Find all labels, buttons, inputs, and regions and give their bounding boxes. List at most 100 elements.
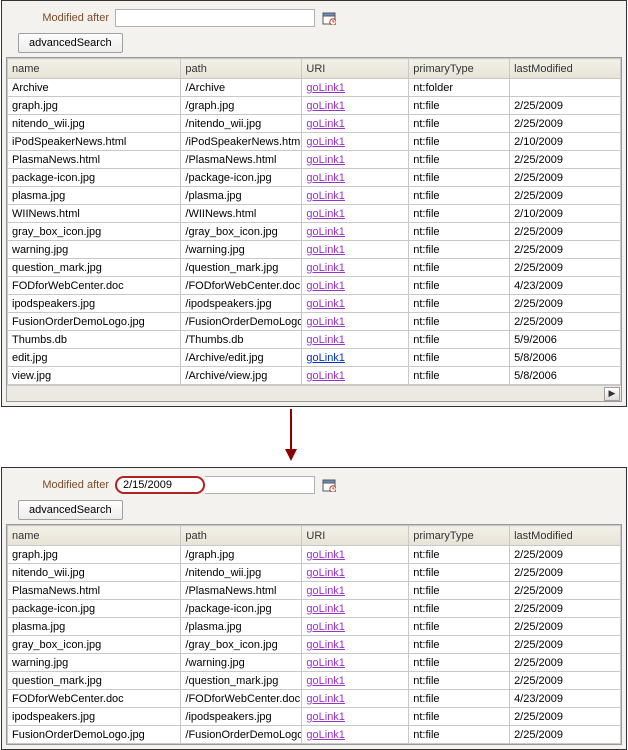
col-lastmodified[interactable]: lastModified bbox=[510, 526, 621, 546]
uri-link[interactable]: goLink1 bbox=[306, 639, 345, 651]
uri-link[interactable]: goLink1 bbox=[306, 567, 345, 579]
cell-primarytype: nt:file bbox=[409, 115, 510, 133]
col-name[interactable]: name bbox=[8, 526, 181, 546]
cell-primarytype: nt:file bbox=[409, 654, 510, 672]
uri-link[interactable]: goLink1 bbox=[306, 298, 345, 310]
col-uri[interactable]: URI bbox=[302, 59, 409, 79]
table-row[interactable]: FusionOrderDemoLogo.jpg/FusionOrderDemoL… bbox=[8, 313, 621, 331]
uri-link[interactable]: goLink1 bbox=[306, 154, 345, 166]
advanced-search-button[interactable]: advancedSearch bbox=[18, 500, 123, 520]
cell-primarytype: nt:file bbox=[409, 708, 510, 726]
cell-name: nitendo_wii.jpg bbox=[8, 564, 181, 582]
table-row[interactable]: graph.jpg/graph.jpggoLink1nt:file2/25/20… bbox=[8, 97, 621, 115]
cell-name: warning.jpg bbox=[8, 241, 181, 259]
cell-uri: goLink1 bbox=[302, 187, 409, 205]
uri-link[interactable]: goLink1 bbox=[306, 136, 345, 148]
uri-link[interactable]: goLink1 bbox=[306, 280, 345, 292]
table-header-row: name path URI primaryType lastModified bbox=[8, 526, 621, 546]
col-uri[interactable]: URI bbox=[302, 526, 409, 546]
col-primarytype[interactable]: primaryType bbox=[409, 526, 510, 546]
table-row[interactable]: WIINews.html/WIINews.htmlgoLink1nt:file2… bbox=[8, 205, 621, 223]
table-row[interactable]: graph.jpg/graph.jpggoLink1nt:file2/25/20… bbox=[8, 546, 621, 564]
table-row[interactable]: FusionOrderDemoLogo.jpg/FusionOrderDemoL… bbox=[8, 726, 621, 744]
cell-uri: goLink1 bbox=[302, 331, 409, 349]
uri-link[interactable]: goLink1 bbox=[306, 244, 345, 256]
cell-uri: goLink1 bbox=[302, 654, 409, 672]
modified-after-input[interactable] bbox=[115, 9, 315, 27]
calendar-icon[interactable] bbox=[321, 10, 337, 26]
cell-primarytype: nt:file bbox=[409, 546, 510, 564]
uri-link[interactable]: goLink1 bbox=[306, 549, 345, 561]
table-row[interactable]: package-icon.jpg/package-icon.jpggoLink1… bbox=[8, 169, 621, 187]
cell-uri: goLink1 bbox=[302, 313, 409, 331]
cell-primarytype: nt:file bbox=[409, 349, 510, 367]
table-row[interactable]: edit.jpg/Archive/edit.jpggoLink1nt:file5… bbox=[8, 349, 621, 367]
cell-path: /WIINews.html bbox=[181, 205, 302, 223]
cell-name: FusionOrderDemoLogo.jpg bbox=[8, 313, 181, 331]
table-row[interactable]: nitendo_wii.jpg/nitendo_wii.jpggoLink1nt… bbox=[8, 115, 621, 133]
uri-link[interactable]: goLink1 bbox=[306, 316, 345, 328]
col-lastmodified[interactable]: lastModified bbox=[510, 59, 621, 79]
col-path[interactable]: path bbox=[181, 59, 302, 79]
cell-path: /FusionOrderDemoLogo.jpg bbox=[181, 313, 302, 331]
table-row[interactable]: question_mark.jpg/question_mark.jpggoLin… bbox=[8, 672, 621, 690]
cell-uri: goLink1 bbox=[302, 295, 409, 313]
cell-primarytype: nt:file bbox=[409, 277, 510, 295]
scroll-right-icon[interactable]: ▶ bbox=[604, 387, 620, 401]
cell-path: /warning.jpg bbox=[181, 241, 302, 259]
uri-link[interactable]: goLink1 bbox=[306, 621, 345, 633]
table-row[interactable]: question_mark.jpg/question_mark.jpggoLin… bbox=[8, 259, 621, 277]
uri-link[interactable]: goLink1 bbox=[306, 352, 345, 364]
horizontal-scrollbar[interactable]: ▶ bbox=[7, 385, 621, 401]
table-row[interactable]: Archive/ArchivegoLink1nt:folder bbox=[8, 79, 621, 97]
uri-link[interactable]: goLink1 bbox=[306, 118, 345, 130]
uri-link[interactable]: goLink1 bbox=[306, 585, 345, 597]
cell-lastmodified: 2/25/2009 bbox=[510, 97, 621, 115]
uri-link[interactable]: goLink1 bbox=[306, 262, 345, 274]
table-row[interactable]: iPodSpeakerNews.html/iPodSpeakerNews.htm… bbox=[8, 133, 621, 151]
table-row[interactable]: view.jpg/Archive/view.jpggoLink1nt:file5… bbox=[8, 367, 621, 385]
filter-row: Modified after bbox=[6, 5, 622, 31]
table-row[interactable]: gray_box_icon.jpg/gray_box_icon.jpggoLin… bbox=[8, 636, 621, 654]
table-row[interactable]: FODforWebCenter.doc/FODforWebCenter.docg… bbox=[8, 277, 621, 295]
table-row[interactable]: PlasmaNews.html/PlasmaNews.htmlgoLink1nt… bbox=[8, 151, 621, 169]
cell-name: question_mark.jpg bbox=[8, 672, 181, 690]
table-row[interactable]: nitendo_wii.jpg/nitendo_wii.jpggoLink1nt… bbox=[8, 564, 621, 582]
modified-after-input[interactable] bbox=[115, 476, 205, 494]
cell-path: /Archive/view.jpg bbox=[181, 367, 302, 385]
table-row[interactable]: package-icon.jpg/package-icon.jpggoLink1… bbox=[8, 600, 621, 618]
table-row[interactable]: plasma.jpg/plasma.jpggoLink1nt:file2/25/… bbox=[8, 618, 621, 636]
uri-link[interactable]: goLink1 bbox=[306, 603, 345, 615]
cell-primarytype: nt:file bbox=[409, 295, 510, 313]
calendar-icon[interactable] bbox=[321, 477, 337, 493]
advanced-search-button[interactable]: advancedSearch bbox=[18, 33, 123, 53]
uri-link[interactable]: goLink1 bbox=[306, 100, 345, 112]
table-row[interactable]: plasma.jpg/plasma.jpggoLink1nt:file2/25/… bbox=[8, 187, 621, 205]
uri-link[interactable]: goLink1 bbox=[306, 729, 345, 741]
table-row[interactable]: PlasmaNews.html/PlasmaNews.htmlgoLink1nt… bbox=[8, 582, 621, 600]
cell-lastmodified: 2/25/2009 bbox=[510, 600, 621, 618]
table-row[interactable]: FODforWebCenter.doc/FODforWebCenter.docg… bbox=[8, 690, 621, 708]
table-row[interactable]: ipodspeakers.jpg/ipodspeakers.jpggoLink1… bbox=[8, 295, 621, 313]
uri-link[interactable]: goLink1 bbox=[306, 208, 345, 220]
uri-link[interactable]: goLink1 bbox=[306, 657, 345, 669]
uri-link[interactable]: goLink1 bbox=[306, 675, 345, 687]
uri-link[interactable]: goLink1 bbox=[306, 693, 345, 705]
cell-path: /package-icon.jpg bbox=[181, 600, 302, 618]
col-path[interactable]: path bbox=[181, 526, 302, 546]
col-primarytype[interactable]: primaryType bbox=[409, 59, 510, 79]
uri-link[interactable]: goLink1 bbox=[306, 82, 345, 94]
col-name[interactable]: name bbox=[8, 59, 181, 79]
uri-link[interactable]: goLink1 bbox=[306, 226, 345, 238]
table-row[interactable]: warning.jpg/warning.jpggoLink1nt:file2/2… bbox=[8, 241, 621, 259]
uri-link[interactable]: goLink1 bbox=[306, 711, 345, 723]
table-row[interactable]: warning.jpg/warning.jpggoLink1nt:file2/2… bbox=[8, 654, 621, 672]
table-row[interactable]: gray_box_icon.jpg/gray_box_icon.jpggoLin… bbox=[8, 223, 621, 241]
uri-link[interactable]: goLink1 bbox=[306, 190, 345, 202]
uri-link[interactable]: goLink1 bbox=[306, 370, 345, 382]
uri-link[interactable]: goLink1 bbox=[306, 172, 345, 184]
table-row[interactable]: ipodspeakers.jpg/ipodspeakers.jpggoLink1… bbox=[8, 708, 621, 726]
cell-name: PlasmaNews.html bbox=[8, 582, 181, 600]
table-row[interactable]: Thumbs.db/Thumbs.dbgoLink1nt:file5/9/200… bbox=[8, 331, 621, 349]
uri-link[interactable]: goLink1 bbox=[306, 334, 345, 346]
